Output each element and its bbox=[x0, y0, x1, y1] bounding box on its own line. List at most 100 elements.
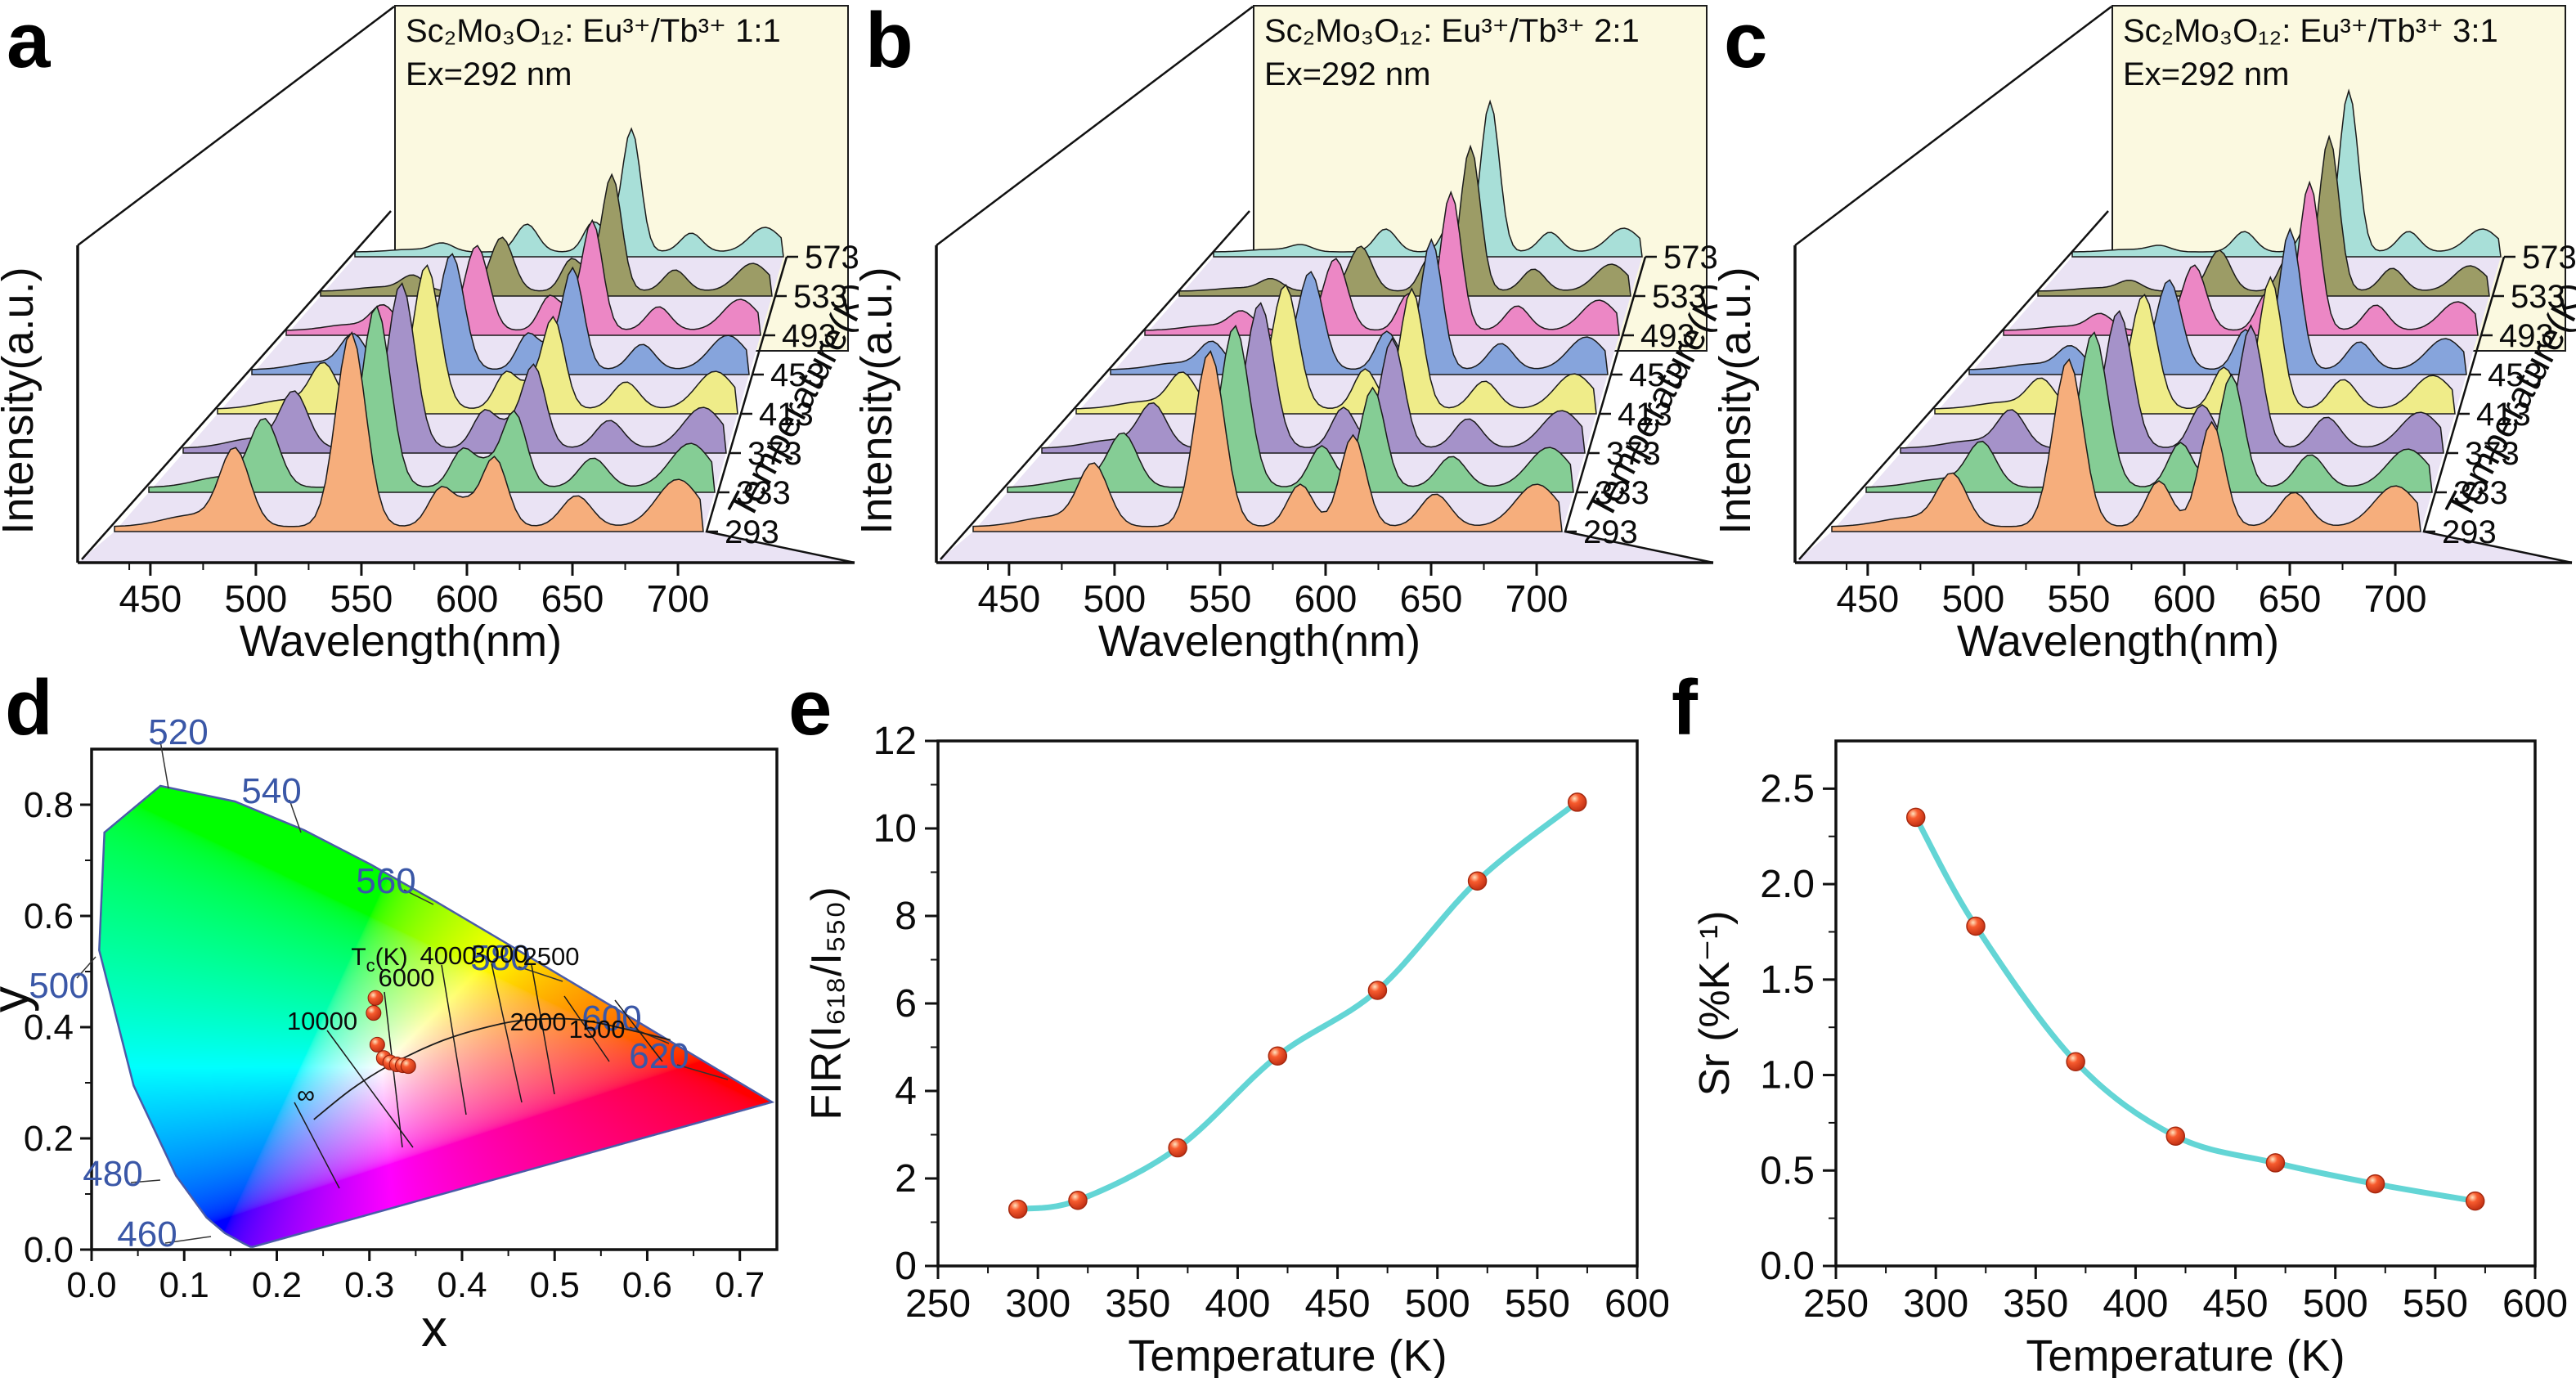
cie-data-point bbox=[367, 990, 384, 1006]
svg-text:450: 450 bbox=[1836, 577, 1899, 620]
axes-box bbox=[936, 739, 1639, 1268]
data-point bbox=[1268, 1046, 1288, 1066]
spectrum-ridge-573 bbox=[354, 127, 784, 258]
floor-left-edge bbox=[940, 210, 1250, 560]
panel-letter-e: e bbox=[788, 664, 832, 752]
svg-text:Tc(K): Tc(K) bbox=[351, 944, 407, 976]
waterfall-svg-a: 293333373413453493533573Temperature(K)45… bbox=[0, 6, 859, 664]
svg-text:450: 450 bbox=[1305, 1282, 1371, 1326]
svg-text:4000: 4000 bbox=[420, 941, 477, 970]
svg-text:650: 650 bbox=[1400, 577, 1463, 620]
svg-text:540: 540 bbox=[241, 771, 301, 811]
spectrum-ridge-413 bbox=[1075, 284, 1597, 415]
svg-text:Wavelength(nm): Wavelength(nm) bbox=[240, 617, 562, 664]
svg-text:373: 373 bbox=[747, 436, 802, 472]
svg-text:413: 413 bbox=[759, 397, 814, 433]
cie-data-point bbox=[366, 1005, 382, 1021]
spectrum-ridge-293 bbox=[114, 330, 704, 532]
svg-text:550: 550 bbox=[1505, 1282, 1570, 1326]
svg-text:550: 550 bbox=[2048, 577, 2111, 620]
svg-text:533: 533 bbox=[1652, 279, 1707, 315]
svg-text:0.6: 0.6 bbox=[24, 896, 74, 936]
svg-text:0.8: 0.8 bbox=[24, 785, 74, 825]
panel-waterfall-2to1: b Sc₂Mo₃O₁₂: Eu³⁺/Tb³⁺ 2:1 Ex=292 nm 293… bbox=[859, 0, 1717, 665]
svg-text:300: 300 bbox=[1903, 1282, 1968, 1326]
sr-plot: 250 300 350 400 450 500 550 600 0.0 0.5 1.0 1.5 2.0 2… bbox=[1668, 669, 2576, 1378]
svg-text:Wavelength(nm): Wavelength(nm) bbox=[1098, 617, 1420, 664]
svg-text:250: 250 bbox=[1803, 1282, 1869, 1326]
svg-text:620: 620 bbox=[629, 1036, 689, 1076]
svg-text:453: 453 bbox=[2488, 357, 2542, 393]
svg-text:650: 650 bbox=[541, 577, 604, 620]
svg-text:10000: 10000 bbox=[287, 1007, 357, 1035]
sample-title-c: Sc₂Mo₃O₁₂: Eu³⁺/Tb³⁺ 3:1 bbox=[2123, 13, 2498, 49]
svg-text:2500: 2500 bbox=[523, 942, 580, 971]
svg-text:400: 400 bbox=[2103, 1282, 2168, 1326]
cie-horseshoe-canvas bbox=[0, 669, 787, 1378]
svg-text:493: 493 bbox=[2499, 318, 2554, 354]
svg-text:12: 12 bbox=[873, 720, 917, 763]
svg-text:0.1: 0.1 bbox=[159, 1265, 209, 1305]
svg-text:533: 533 bbox=[2511, 279, 2565, 315]
excitation-label-a: Ex=292 nm bbox=[406, 56, 572, 92]
svg-text:0.5: 0.5 bbox=[530, 1265, 580, 1305]
left-wall-top-edge bbox=[1794, 6, 2112, 246]
svg-text:500: 500 bbox=[1942, 577, 2005, 620]
svg-text:y: y bbox=[0, 986, 39, 1012]
svg-text:0.2: 0.2 bbox=[252, 1265, 302, 1305]
fir-plot: 250 300 350 400 450 500 550 600 0 2 4 6 8 10 12 Tempera… bbox=[787, 669, 1668, 1378]
panel-letter-a: a bbox=[7, 0, 51, 84]
svg-text:Sr (%K⁻¹): Sr (%K⁻¹) bbox=[1691, 911, 1739, 1097]
left-wall-top-edge bbox=[77, 6, 395, 246]
svg-text:413: 413 bbox=[2476, 397, 2531, 433]
svg-text:700: 700 bbox=[2364, 577, 2427, 620]
svg-text:373: 373 bbox=[1606, 436, 1661, 472]
svg-text:293: 293 bbox=[2442, 514, 2497, 550]
svg-text:580: 580 bbox=[470, 938, 530, 978]
spectrum-ridge-533 bbox=[2037, 134, 2490, 297]
svg-text:0.0: 0.0 bbox=[66, 1265, 116, 1305]
svg-text:700: 700 bbox=[1506, 577, 1568, 620]
spectrum-ridge-573 bbox=[2071, 88, 2502, 258]
svg-text:600: 600 bbox=[581, 999, 641, 1039]
sample-title-b: Sc₂Mo₃O₁₂: Eu³⁺/Tb³⁺ 2:1 bbox=[1264, 13, 1640, 49]
svg-text:250: 250 bbox=[905, 1282, 971, 1326]
panel-sr-curve: f 250 300 350 400 450 500 550 600 0.0 0.5 1.0 1.5 2.… bbox=[1668, 669, 2576, 1378]
svg-text:500: 500 bbox=[29, 966, 88, 1006]
svg-text:∞: ∞ bbox=[297, 1080, 315, 1109]
spectrum-ridge-453 bbox=[251, 253, 750, 375]
fit-curve bbox=[1015, 799, 1581, 1212]
spectrum-ridge-453 bbox=[1968, 227, 2467, 375]
svg-text:550: 550 bbox=[1189, 577, 1252, 620]
waterfall-svg-c: 293333373413453493533573Temperature(K)45… bbox=[1717, 6, 2576, 664]
svg-text:0.0: 0.0 bbox=[24, 1230, 74, 1270]
svg-text:0.4: 0.4 bbox=[437, 1265, 487, 1305]
svg-text:0.0: 0.0 bbox=[1760, 1245, 1815, 1288]
svg-text:0: 0 bbox=[895, 1245, 917, 1288]
cie-overlay-svg: 0.0 0.1 0.2 0.3 0.4 0.5 0.6 0.7 0.0 0.2 0.4 0.6 0.8 x… bbox=[0, 712, 779, 1358]
svg-text:Intensity(a.u.): Intensity(a.u.) bbox=[1717, 267, 1760, 534]
data-point bbox=[2365, 1174, 2385, 1194]
floor-left-edge bbox=[81, 210, 392, 560]
svg-text:500: 500 bbox=[225, 577, 288, 620]
svg-text:Temperature (K): Temperature (K) bbox=[1128, 1331, 1447, 1378]
floor-left-edge bbox=[1798, 210, 2109, 560]
svg-text:560: 560 bbox=[356, 861, 415, 901]
svg-text:413: 413 bbox=[1618, 397, 1672, 433]
panel-letter-b: b bbox=[865, 0, 913, 84]
floor-apron bbox=[1795, 532, 2572, 563]
panel-waterfall-3to1: c Sc₂Mo₃O₁₂: Eu³⁺/Tb³⁺ 3:1 Ex=292 nm 293… bbox=[1717, 0, 2576, 665]
panel-waterfall-1to1: a Sc₂Mo₃O₁₂: Eu³⁺/Tb³⁺ 1:1 Ex=292 nm 293… bbox=[0, 0, 859, 665]
svg-text:450: 450 bbox=[977, 577, 1040, 620]
excitation-label-c: Ex=292 nm bbox=[2123, 56, 2290, 92]
svg-text:300: 300 bbox=[1005, 1282, 1070, 1326]
svg-text:453: 453 bbox=[1629, 357, 1684, 393]
spectrum-ridge-413 bbox=[1934, 276, 2456, 415]
svg-text:550: 550 bbox=[2403, 1282, 2468, 1326]
data-point bbox=[2066, 1052, 2085, 1071]
svg-text:600: 600 bbox=[436, 577, 499, 620]
svg-text:6000: 6000 bbox=[379, 963, 435, 992]
scatter-svg-f: 250 300 350 400 450 500 550 600 0.0 0.5 1.0 1.5 2.0 2… bbox=[1691, 739, 2568, 1378]
svg-text:500: 500 bbox=[2303, 1282, 2368, 1326]
